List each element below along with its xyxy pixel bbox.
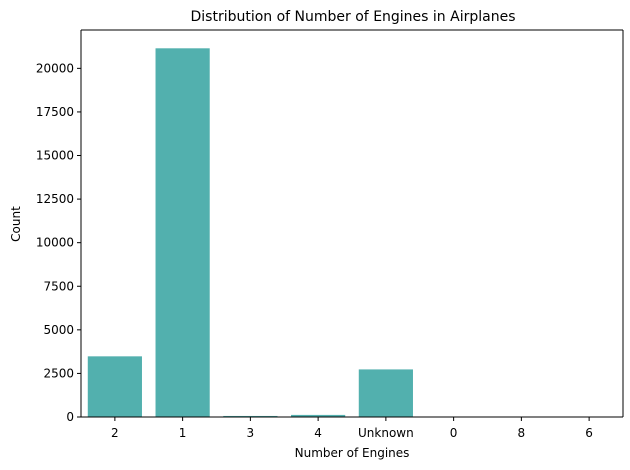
- y-axis-ticks: 0 2500 5000 7500 10000 12500 15000 17500 20000: [36, 61, 81, 424]
- x-tick-label: 0: [450, 426, 458, 440]
- bar-1: [155, 48, 210, 418]
- y-tick-label: 10000: [36, 236, 74, 250]
- bar-2: [87, 356, 142, 417]
- bar-unknown: [358, 369, 413, 417]
- y-tick-label: 17500: [36, 105, 74, 119]
- x-tick-label: 3: [247, 426, 255, 440]
- x-tick-label: 2: [111, 426, 119, 440]
- y-tick-label: 12500: [36, 192, 74, 206]
- y-axis-label: Count: [9, 206, 23, 242]
- y-tick-label: 20000: [36, 61, 74, 75]
- y-tick-label: 5000: [43, 323, 74, 337]
- bar-4: [291, 414, 346, 417]
- y-tick-label: 7500: [43, 279, 74, 293]
- x-axis-ticks: 2 1 3 4 Unknown 0 8 6: [111, 417, 593, 440]
- y-tick-label: 0: [66, 410, 74, 424]
- x-tick-label: 4: [314, 426, 322, 440]
- x-tick-label: 8: [518, 426, 526, 440]
- x-tick-label: Unknown: [358, 426, 414, 440]
- bars-group: [87, 48, 617, 418]
- x-axis-label: Number of Engines: [295, 446, 410, 460]
- y-tick-label: 15000: [36, 149, 74, 163]
- bar-3: [223, 415, 278, 417]
- x-tick-label: 1: [179, 426, 187, 440]
- y-tick-label: 2500: [43, 366, 74, 380]
- x-tick-label: 6: [585, 426, 593, 440]
- chart-title: Distribution of Number of Engines in Air…: [190, 9, 515, 25]
